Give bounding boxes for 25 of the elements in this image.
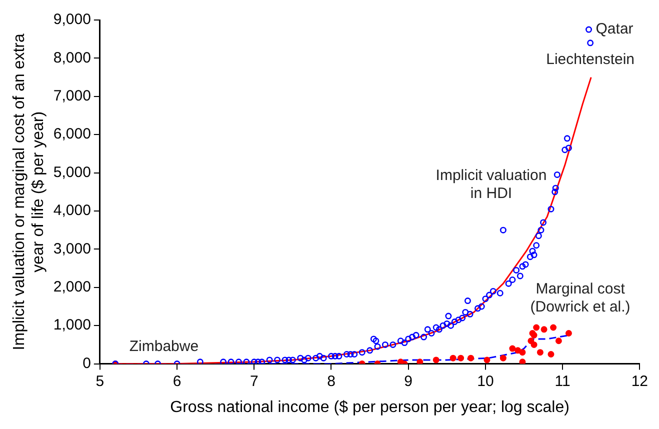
x-tick-label: 11 xyxy=(554,372,570,390)
y-tick-label: 9,000 xyxy=(53,11,91,28)
annotation: Liechtenstein xyxy=(546,51,635,68)
x-tick-label: 10 xyxy=(477,372,494,390)
y-tick-label: 8,000 xyxy=(53,49,91,66)
y-tick-label: 2,000 xyxy=(53,278,91,296)
x-tick-label: 7 xyxy=(250,372,258,390)
x-tick-label: 5 xyxy=(96,372,104,390)
annotation: Qatar xyxy=(596,20,634,38)
x-tick-label: 9 xyxy=(404,372,413,390)
annotation: Marginal cost (Dowrick et al.) xyxy=(530,280,630,316)
x-tick-label: 6 xyxy=(172,372,182,390)
annotation: Zimbabwe xyxy=(129,338,199,355)
y-tick-label: 0 xyxy=(82,354,91,372)
x-tick-label: 12 xyxy=(631,372,648,390)
y-axis-title: Implicit valuation or marginal cost of an extra year of life ($ per year) xyxy=(11,34,48,350)
y-tick-label: 7,000 xyxy=(53,88,91,105)
x-axis-title: Gross national income ($ per person per year; log scale) xyxy=(170,398,570,416)
y-tick-label: 1,000 xyxy=(53,316,91,334)
y-tick-label: 5,000 xyxy=(53,164,91,181)
x-tick-label: 8 xyxy=(327,372,336,390)
y-tick-label: 4,000 xyxy=(53,202,91,220)
y-tick-label: 3,000 xyxy=(53,240,91,258)
y-tick-label: 6,000 xyxy=(53,126,91,143)
annotation: Implicit valuation in HDI xyxy=(436,167,547,202)
